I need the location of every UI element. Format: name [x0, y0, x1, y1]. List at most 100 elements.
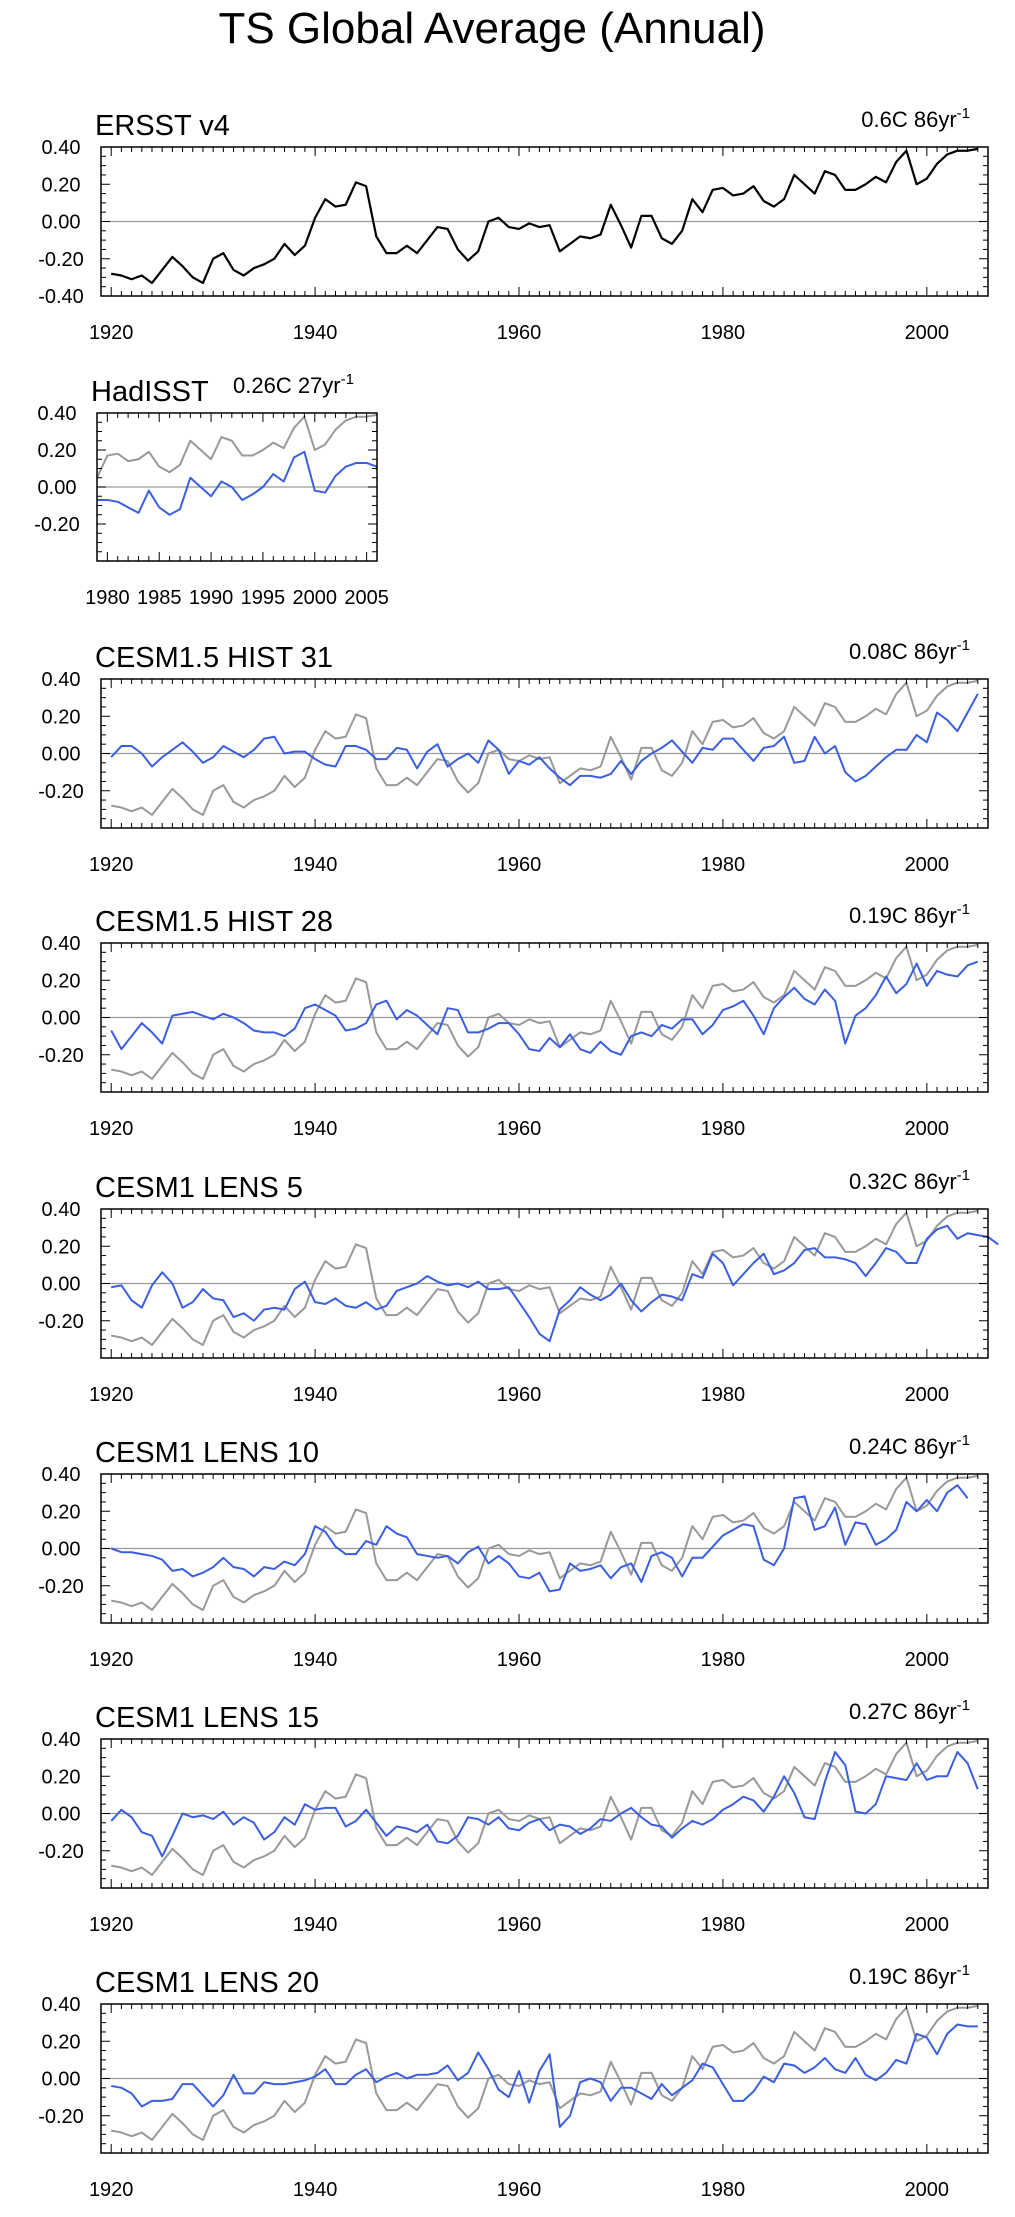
- panel-8: 0.40 0.20 0.00 -0.20 1920 1940 1960 1980 2000 CES…: [38, 1962, 989, 2201]
- series-line-reference: [111, 1474, 978, 1611]
- y-tick-label: -0.20: [38, 2106, 84, 2128]
- x-tick-label: 1995: [241, 587, 286, 609]
- x-tick-label: 1960: [497, 854, 542, 876]
- x-tick-label: 1940: [293, 322, 338, 344]
- series-line-reference: [111, 2004, 978, 2141]
- trend-annotation: 0.6C 86yr-1: [861, 105, 970, 132]
- x-tick-label: 1990: [189, 587, 234, 609]
- y-tick-label: -0.40: [38, 286, 84, 308]
- panel-5: 0.40 0.20 0.00 -0.20 1920 1940 1960 1980 2000 CES…: [38, 1167, 999, 1406]
- series-line-reference: [111, 1739, 978, 1876]
- y-tick-label: 0.20: [42, 706, 81, 728]
- series-line-model: [110, 1751, 979, 1858]
- x-tick-label: 1940: [293, 1649, 338, 1671]
- figure-title: TS Global Average (Annual): [218, 4, 765, 53]
- y-tick-label: 0.00: [42, 1008, 81, 1030]
- trend-value: 0.32C 86yr: [849, 1169, 957, 1194]
- series-line-model: [110, 960, 979, 1056]
- y-tick-label: 0.00: [42, 744, 81, 766]
- panel-title: CESM1 LENS 15: [95, 1702, 319, 1734]
- series-line-model: [97, 450, 378, 516]
- x-tick-label: 1920: [89, 322, 134, 344]
- panel-2: 0.40 0.20 0.00 -0.20 1980 1985 1990 1995 2000 200…: [34, 371, 389, 609]
- x-tick-label: 1960: [497, 1914, 542, 1936]
- x-tick-label: 2000: [293, 587, 338, 609]
- trend-superscript: -1: [957, 1167, 970, 1184]
- x-tick-label: 2005: [344, 587, 389, 609]
- x-tick-label: 2000: [905, 322, 950, 344]
- y-tick-label: -0.20: [38, 1841, 84, 1863]
- series-line-model: [110, 1484, 969, 1593]
- x-tick-label: 1980: [701, 1649, 746, 1671]
- y-tick-label: 0.20: [42, 174, 81, 196]
- x-tick-label: 1940: [293, 1384, 338, 1406]
- trend-value: 0.19C 86yr: [849, 1964, 957, 1989]
- trend-value: 0.6C 86yr: [861, 107, 956, 132]
- x-tick-label: 2000: [905, 854, 950, 876]
- trend-annotation: 0.19C 86yr-1: [849, 901, 970, 928]
- series-line-reference: [111, 679, 978, 816]
- x-tick-label: 1980: [701, 1118, 746, 1140]
- x-tick-label: 1940: [293, 854, 338, 876]
- trend-value: 0.08C 86yr: [849, 639, 957, 664]
- y-tick-label: 0.00: [42, 2069, 81, 2091]
- trend-superscript: -1: [957, 637, 970, 654]
- series-line-reference: [96, 413, 378, 479]
- x-tick-label: 1980: [701, 1914, 746, 1936]
- x-tick-label: 1980: [701, 322, 746, 344]
- panel-title: CESM1 LENS 5: [95, 1172, 303, 1204]
- y-tick-label: -0.20: [34, 514, 80, 536]
- y-tick-label: 0.20: [42, 970, 81, 992]
- y-tick-label: 0.00: [38, 477, 77, 499]
- y-tick-label: 0.40: [42, 1199, 81, 1221]
- trend-superscript: -1: [957, 901, 970, 918]
- series-line-reference: [111, 943, 978, 1080]
- x-tick-label: 1960: [497, 1384, 542, 1406]
- x-tick-label: 1920: [89, 1118, 134, 1140]
- trend-value: 0.19C 86yr: [849, 903, 957, 928]
- trend-annotation: 0.26C 27yr-1: [233, 371, 354, 398]
- y-tick-label: -0.20: [38, 1576, 84, 1598]
- panel-3: 0.40 0.20 0.00 -0.20 1920 1940 1960 1980 2000 CES…: [38, 637, 989, 876]
- y-tick-label: 0.40: [42, 1729, 81, 1751]
- trend-superscript: -1: [957, 105, 970, 122]
- series-line-model: [111, 1224, 999, 1343]
- x-tick-label: 1920: [89, 854, 134, 876]
- panel-title: ERSST v4: [95, 110, 230, 142]
- panel-6: 0.40 0.20 0.00 -0.20 1920 1940 1960 1980 2000 CES…: [38, 1432, 989, 1671]
- y-tick-label: 0.20: [38, 440, 77, 462]
- y-tick-label: 0.20: [42, 1236, 81, 1258]
- trend-annotation: 0.24C 86yr-1: [849, 1432, 970, 1459]
- panel-title: HadISST: [91, 376, 209, 408]
- x-tick-label: 1920: [89, 1649, 134, 1671]
- y-tick-label: -0.20: [38, 781, 84, 803]
- trend-superscript: -1: [957, 1697, 970, 1714]
- panel-7: 0.40 0.20 0.00 -0.20 1920 1940 1960 1980 2000 CES…: [38, 1697, 989, 1936]
- trend-superscript: -1: [341, 371, 354, 388]
- y-tick-label: 0.40: [42, 137, 81, 159]
- x-tick-label: 1960: [497, 322, 542, 344]
- panel-title: CESM1.5 HIST 28: [95, 906, 333, 938]
- x-tick-label: 2000: [905, 1384, 950, 1406]
- y-tick-label: 0.40: [42, 933, 81, 955]
- x-tick-label: 1980: [701, 1384, 746, 1406]
- x-tick-label: 1960: [497, 1118, 542, 1140]
- trend-value: 0.27C 86yr: [849, 1699, 957, 1724]
- x-tick-label: 1960: [497, 2179, 542, 2201]
- y-tick-label: 0.40: [38, 403, 77, 425]
- series-line-model: [110, 693, 979, 787]
- x-tick-label: 2000: [905, 2179, 950, 2201]
- x-tick-label: 2000: [905, 1649, 950, 1671]
- x-tick-label: 1980: [85, 587, 130, 609]
- trend-superscript: -1: [957, 1432, 970, 1449]
- y-tick-label: 0.00: [42, 1274, 81, 1296]
- x-tick-label: 2000: [905, 1118, 950, 1140]
- series-line-reference: [111, 1209, 978, 1346]
- y-tick-label: 0.20: [42, 1766, 81, 1788]
- panel-title: CESM1 LENS 20: [95, 1967, 319, 1999]
- trend-annotation: 0.27C 86yr-1: [849, 1697, 970, 1724]
- x-tick-label: 1920: [89, 1914, 134, 1936]
